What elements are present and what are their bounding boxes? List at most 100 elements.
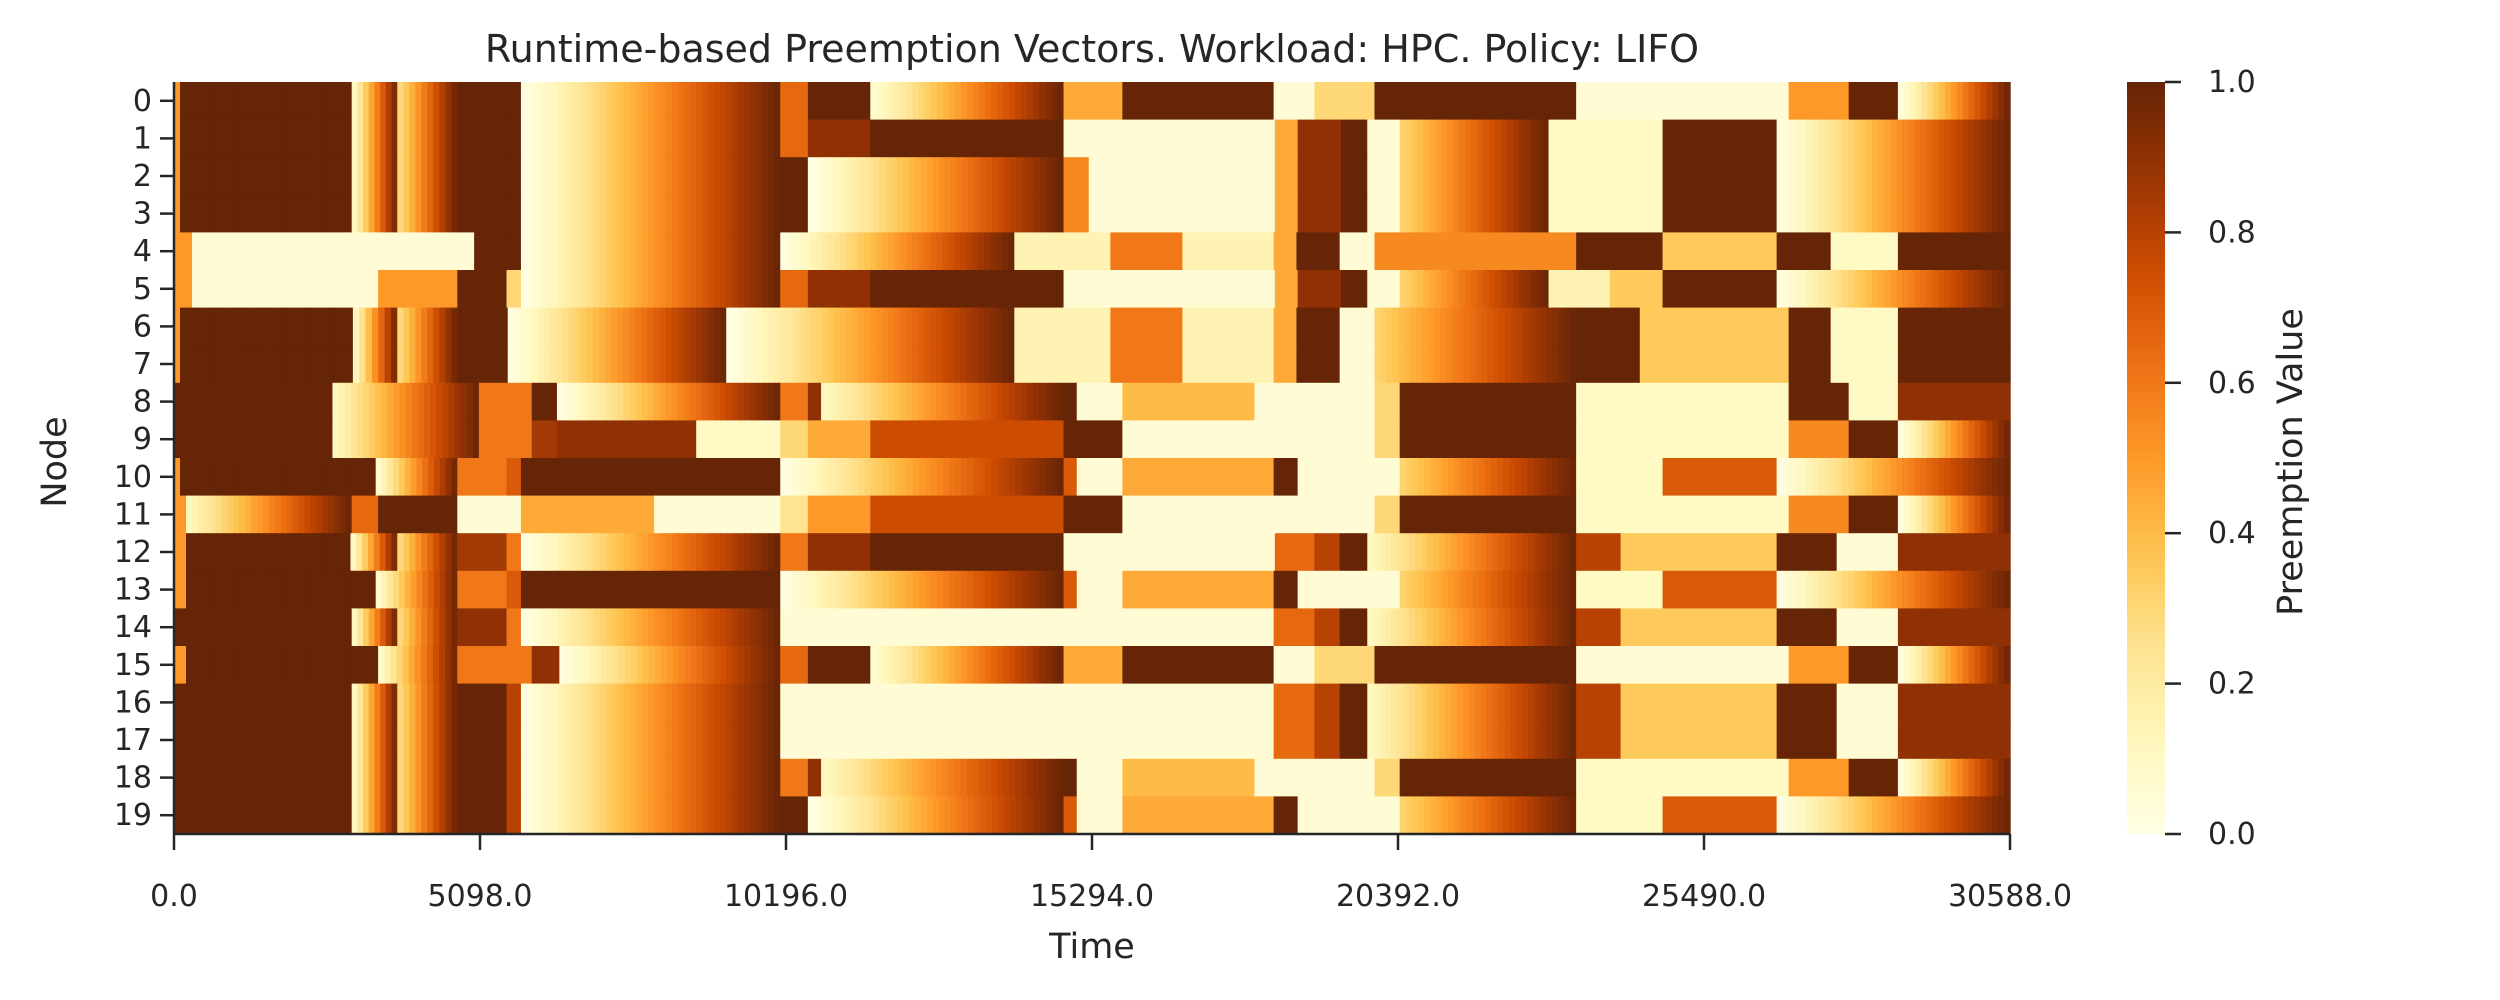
heatmap-cell bbox=[399, 570, 406, 610]
heatmap-cell bbox=[774, 683, 781, 722]
heatmap-cell bbox=[930, 646, 938, 685]
heatmap-cell bbox=[831, 796, 839, 835]
heatmap-cell bbox=[209, 157, 217, 196]
heatmap-cell bbox=[807, 533, 871, 572]
heatmap-cell bbox=[454, 382, 462, 422]
heatmap-cell bbox=[1033, 758, 1040, 798]
heatmap-cell bbox=[174, 796, 353, 835]
heatmap-cell bbox=[611, 721, 619, 760]
heatmap-cell bbox=[972, 82, 980, 121]
heatmap-cell bbox=[840, 232, 847, 271]
heatmap-cell bbox=[409, 796, 416, 835]
heatmap-cell bbox=[1932, 194, 1939, 234]
heatmap-cell bbox=[876, 307, 883, 346]
heatmap-cell bbox=[846, 570, 854, 610]
heatmap-cell bbox=[1551, 458, 1559, 497]
heatmap-cell bbox=[439, 608, 446, 647]
heatmap-cell bbox=[1493, 307, 1500, 346]
heatmap-cell bbox=[1939, 495, 1946, 534]
heatmap-cell bbox=[1896, 796, 1903, 835]
heatmap-cell bbox=[936, 382, 943, 422]
heatmap-cell bbox=[623, 382, 631, 422]
heatmap-cell bbox=[409, 157, 416, 196]
heatmap-cell bbox=[774, 758, 781, 798]
heatmap-cell bbox=[701, 157, 709, 196]
heatmap-cell bbox=[351, 458, 377, 497]
heatmap-cell bbox=[979, 570, 986, 610]
heatmap-cell bbox=[1548, 194, 1664, 234]
heatmap-cell bbox=[912, 345, 919, 384]
x-tick-label: 20392.0 bbox=[1336, 879, 1460, 914]
heatmap-cell bbox=[1385, 533, 1392, 572]
heatmap-cell bbox=[1908, 458, 1915, 497]
heatmap-cell bbox=[1510, 608, 1518, 647]
heatmap-cell bbox=[1314, 82, 1376, 121]
heatmap-cell bbox=[174, 157, 181, 196]
heatmap-cell bbox=[629, 232, 637, 271]
heatmap-cell bbox=[1509, 570, 1516, 610]
heatmap-cell bbox=[1662, 270, 1778, 309]
heatmap-cell bbox=[659, 194, 667, 234]
heatmap-cell bbox=[719, 758, 727, 798]
heatmap-cell bbox=[1490, 458, 1498, 497]
heatmap-cell bbox=[1545, 570, 1553, 610]
heatmap-cell bbox=[333, 82, 341, 121]
heatmap-cell bbox=[1945, 420, 1952, 459]
heatmap-cell bbox=[1490, 796, 1498, 835]
heatmap-cell bbox=[262, 194, 270, 234]
heatmap-cell bbox=[1933, 646, 1940, 685]
heatmap-cell bbox=[653, 608, 661, 647]
heatmap-cell bbox=[1122, 420, 1376, 459]
heatmap-cell bbox=[1435, 157, 1443, 196]
heatmap-cell bbox=[774, 119, 781, 158]
heatmap-cell bbox=[1848, 157, 1856, 196]
heatmap-cell bbox=[227, 570, 235, 610]
colorbar-tick-label: 0.8 bbox=[2208, 215, 2256, 250]
heatmap-cell bbox=[1386, 345, 1393, 384]
heatmap-cell bbox=[732, 232, 739, 271]
heatmap-cell bbox=[1944, 270, 1951, 309]
heatmap-cell bbox=[683, 194, 691, 234]
heatmap-cell bbox=[574, 307, 582, 346]
heatmap-cell bbox=[756, 194, 763, 234]
heatmap-cell bbox=[1776, 570, 1784, 610]
heatmap-cell bbox=[750, 796, 757, 835]
heatmap-cell bbox=[978, 307, 986, 346]
heatmap-cell bbox=[653, 683, 661, 722]
heatmap-cell bbox=[1962, 458, 1969, 497]
heatmap-cell bbox=[744, 683, 751, 722]
heatmap-cell bbox=[445, 683, 453, 722]
heatmap-cell bbox=[954, 307, 962, 346]
heatmap-cell bbox=[1986, 495, 1993, 534]
heatmap-cell bbox=[185, 119, 193, 158]
heatmap-cell bbox=[506, 533, 522, 572]
heatmap-cell bbox=[1998, 758, 2005, 798]
heatmap-cell bbox=[1933, 758, 1940, 798]
heatmap-cell bbox=[1576, 721, 1622, 760]
heatmap-cell bbox=[671, 533, 679, 572]
heatmap-cell bbox=[861, 796, 869, 835]
heatmap-cell bbox=[695, 796, 703, 835]
heatmap-cell bbox=[876, 232, 883, 271]
heatmap-cell bbox=[357, 82, 364, 121]
heatmap-cell bbox=[245, 307, 253, 346]
heatmap-cell bbox=[586, 307, 594, 346]
heatmap-cell bbox=[677, 307, 685, 346]
heatmap-cell bbox=[1534, 683, 1542, 722]
heatmap-cell bbox=[701, 345, 709, 384]
heatmap-cell bbox=[1426, 608, 1434, 647]
heatmap-cell bbox=[1546, 721, 1553, 760]
heatmap-cell bbox=[1539, 796, 1547, 835]
heatmap-cell bbox=[427, 194, 434, 234]
heatmap-cell bbox=[295, 533, 303, 572]
heatmap-cell bbox=[581, 82, 588, 121]
heatmap-cell bbox=[858, 345, 865, 384]
heatmap-cell bbox=[798, 345, 805, 384]
heatmap-cell bbox=[1570, 683, 1577, 722]
heatmap-cell bbox=[592, 307, 600, 346]
heatmap-cell bbox=[786, 458, 793, 497]
heatmap-cell bbox=[316, 157, 323, 196]
heatmap-cell bbox=[605, 533, 613, 572]
heatmap-cell bbox=[1373, 608, 1380, 647]
heatmap-cell bbox=[888, 570, 896, 610]
